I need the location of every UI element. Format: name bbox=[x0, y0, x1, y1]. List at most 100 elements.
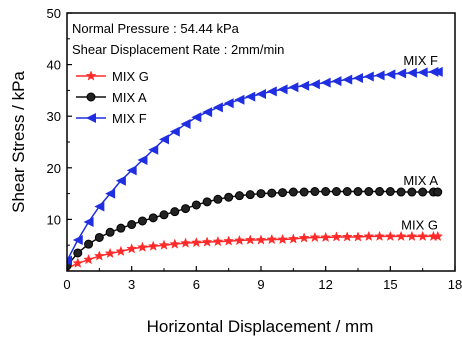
data-point bbox=[224, 192, 234, 202]
data-point bbox=[278, 188, 288, 198]
data-point bbox=[244, 234, 256, 245]
data-point bbox=[395, 230, 407, 242]
data-point bbox=[126, 243, 138, 254]
data-point bbox=[310, 187, 320, 197]
legend-marker bbox=[86, 113, 96, 123]
data-point bbox=[170, 207, 180, 217]
data-point bbox=[93, 250, 105, 261]
annotation-shear-rate: Shear Displacement Rate : 2mm/min bbox=[72, 42, 284, 57]
series-mix-f bbox=[67, 66, 443, 266]
data-point bbox=[234, 94, 245, 105]
y-tick-label: 40 bbox=[47, 58, 61, 73]
data-point bbox=[432, 230, 444, 242]
data-point bbox=[137, 216, 147, 226]
data-point bbox=[180, 118, 191, 129]
series-layer bbox=[67, 66, 444, 271]
data-point bbox=[406, 67, 417, 78]
data-point bbox=[223, 98, 234, 109]
data-point bbox=[84, 239, 94, 249]
data-point bbox=[181, 204, 191, 214]
data-point bbox=[256, 89, 266, 100]
legend: MIX G MIX A MIX F bbox=[76, 69, 149, 126]
data-point bbox=[320, 231, 332, 243]
data-point bbox=[83, 253, 94, 265]
data-point bbox=[147, 240, 159, 251]
data-point bbox=[374, 70, 385, 81]
y-tick-label: 20 bbox=[47, 161, 61, 176]
data-point bbox=[169, 238, 181, 249]
data-point bbox=[83, 216, 94, 227]
data-point bbox=[396, 187, 406, 197]
x-tick-label: 12 bbox=[318, 277, 332, 292]
data-point bbox=[298, 232, 310, 243]
data-point bbox=[234, 191, 244, 201]
data-point bbox=[223, 235, 235, 246]
data-point bbox=[418, 187, 428, 197]
data-point bbox=[104, 247, 116, 259]
series-end-labels: MIX G MIX A MIX F bbox=[401, 53, 438, 233]
data-point bbox=[287, 233, 299, 244]
data-point bbox=[385, 187, 395, 197]
data-point bbox=[432, 66, 443, 77]
data-point bbox=[191, 200, 201, 210]
data-point bbox=[180, 237, 191, 248]
data-point bbox=[148, 213, 158, 223]
y-axis-label: Shear Stress / kPa bbox=[9, 71, 28, 213]
data-point bbox=[190, 236, 202, 248]
data-point bbox=[406, 230, 418, 242]
data-point bbox=[245, 91, 256, 102]
series-end-label: MIX F bbox=[403, 53, 438, 68]
data-point bbox=[202, 107, 213, 118]
data-point bbox=[363, 71, 374, 82]
data-point bbox=[255, 234, 267, 245]
data-point bbox=[353, 187, 363, 197]
data-point bbox=[309, 79, 320, 90]
series-mix-g bbox=[67, 230, 444, 271]
data-point bbox=[331, 187, 341, 197]
data-point bbox=[374, 230, 385, 242]
data-point bbox=[94, 232, 104, 242]
data-point bbox=[148, 144, 159, 155]
data-point bbox=[331, 76, 342, 87]
data-point bbox=[352, 231, 364, 242]
data-point bbox=[234, 234, 245, 246]
data-point bbox=[363, 230, 375, 242]
legend-marker bbox=[86, 92, 96, 102]
data-point bbox=[375, 187, 385, 197]
x-tick-label: 9 bbox=[257, 277, 264, 292]
y-tick-label: 50 bbox=[47, 6, 61, 21]
data-point bbox=[433, 187, 443, 197]
data-point bbox=[266, 86, 277, 97]
data-point bbox=[256, 189, 266, 199]
data-point bbox=[105, 188, 116, 199]
data-point bbox=[299, 80, 310, 91]
data-point bbox=[396, 68, 407, 79]
data-point bbox=[407, 187, 417, 197]
data-point bbox=[94, 201, 105, 212]
x-tick-label: 3 bbox=[128, 277, 135, 292]
data-point bbox=[353, 73, 363, 84]
data-point bbox=[115, 245, 127, 257]
data-point bbox=[320, 77, 331, 88]
data-point bbox=[384, 230, 396, 242]
data-point bbox=[212, 102, 223, 113]
data-point bbox=[72, 257, 84, 268]
data-point bbox=[202, 197, 212, 207]
data-point bbox=[342, 187, 352, 197]
data-point bbox=[213, 194, 223, 204]
data-point bbox=[159, 210, 169, 220]
legend-label: MIX G bbox=[112, 69, 149, 84]
data-point bbox=[116, 223, 126, 233]
data-point bbox=[201, 236, 213, 247]
data-point bbox=[341, 231, 353, 242]
data-point bbox=[288, 82, 299, 93]
series-mix-a bbox=[67, 187, 443, 271]
x-tick-label: 6 bbox=[193, 277, 200, 292]
data-point bbox=[137, 155, 148, 166]
x-axis-label: Horizontal Displacement / mm bbox=[147, 317, 374, 336]
y-tick-label: 30 bbox=[47, 109, 61, 124]
data-point bbox=[364, 187, 374, 197]
data-point bbox=[67, 255, 72, 266]
data-point bbox=[385, 69, 396, 80]
